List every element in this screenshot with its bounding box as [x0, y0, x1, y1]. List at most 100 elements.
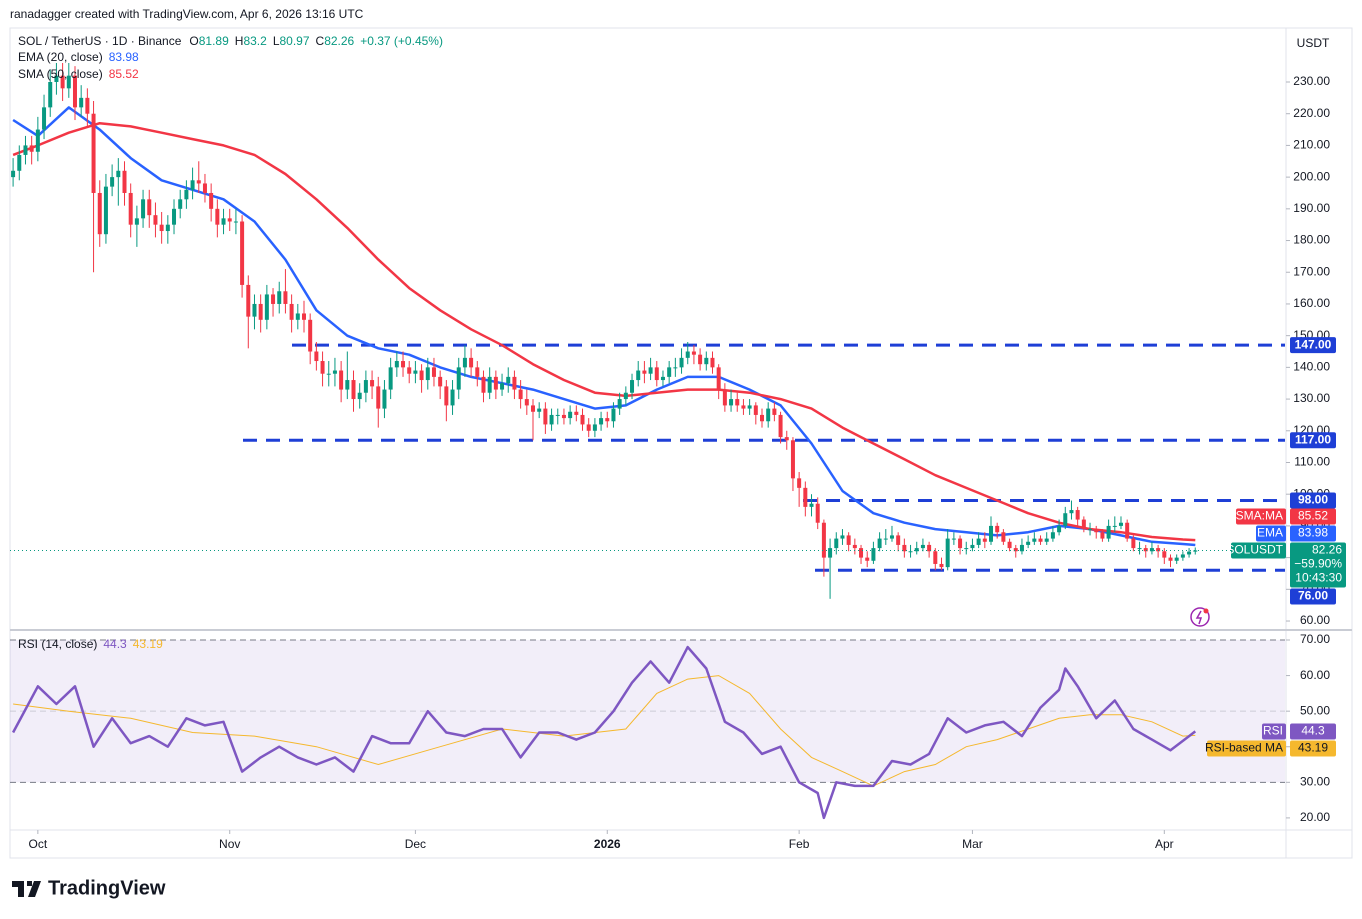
candle-body [11, 170, 16, 178]
y-tick-label: 110.00 [1294, 455, 1330, 469]
candle-body [246, 284, 251, 317]
legend-rsi: RSI (14, close) 44.3 43.19 [18, 637, 163, 651]
candle-body [753, 405, 758, 415]
candle-body [1187, 551, 1192, 555]
rsi-value-box [1290, 723, 1336, 740]
candle-body [258, 303, 263, 320]
symbol-label: SOLUSDT [1226, 543, 1283, 557]
candle-body [401, 361, 406, 368]
y-tick-label: 200.00 [1293, 169, 1330, 183]
candle-body [159, 224, 164, 232]
candle-body [332, 370, 337, 374]
candle-body [469, 357, 474, 368]
ma-name: SMA (50, close) [18, 67, 103, 81]
ohlc-label: H [235, 34, 244, 48]
rsi-ma-value: 43.19 [133, 637, 163, 651]
legend-ma: EMA (20, close) 83.98 [18, 50, 139, 64]
candle-body [518, 389, 523, 400]
frame [9, 27, 1353, 859]
candle-body [1069, 510, 1074, 514]
level-label-box [1290, 432, 1336, 449]
candle-body [797, 478, 802, 488]
candle-body [821, 522, 826, 558]
ma-value: 83.98 [109, 50, 139, 64]
ma-name-box [1236, 508, 1286, 525]
candle-body [215, 208, 220, 225]
candle-body [1063, 513, 1068, 526]
candle-body [79, 97, 84, 108]
candle-body [1112, 525, 1117, 527]
candle-body [642, 370, 647, 374]
candle-body [939, 563, 944, 568]
candle-body [1019, 544, 1024, 552]
candle-body [351, 380, 356, 400]
candle-body [425, 367, 430, 381]
candle-body [1131, 538, 1136, 549]
currency-label: USDT [1297, 36, 1330, 50]
candle-body [1026, 541, 1031, 545]
candle-body [141, 199, 146, 219]
logo-icon [12, 881, 41, 897]
candle-body [760, 414, 765, 422]
candle-body [475, 367, 480, 377]
candle-body [17, 154, 22, 171]
alert-icon [1190, 607, 1210, 627]
candle-body [586, 424, 591, 431]
candle-body [933, 551, 938, 564]
candle-body [1156, 548, 1161, 552]
rsi-ma-line [13, 675, 1196, 787]
rsi-y-tick-label: 50.00 [1300, 703, 1330, 717]
price-box [1290, 542, 1346, 588]
candle-body [308, 319, 313, 352]
candle-body [209, 192, 214, 209]
candle-body [103, 186, 108, 235]
candle-body [1007, 541, 1012, 549]
level-label-box [1290, 588, 1336, 605]
candle-body [995, 525, 1000, 533]
candle-body [283, 291, 288, 304]
level-label-box [1290, 337, 1336, 354]
candle-body [902, 544, 907, 552]
candle-body [530, 405, 535, 412]
level-label: 76.00 [1298, 589, 1328, 603]
candle-body [958, 538, 963, 549]
candle-body [524, 399, 529, 406]
candle-body [147, 199, 152, 216]
rsi-name-box [1262, 723, 1286, 740]
candle-body [630, 380, 635, 393]
candle-body [122, 170, 127, 193]
brand-name: TradingView [48, 877, 166, 899]
candle-body [481, 376, 486, 393]
candle-body [240, 221, 245, 285]
candle-body [376, 386, 381, 409]
candle-body [908, 551, 913, 553]
y-tick-label: 220.00 [1293, 106, 1330, 120]
level-label: 147.00 [1295, 337, 1332, 351]
candle-body [654, 367, 659, 381]
x-tick-label: Nov [219, 837, 240, 851]
alert-dot [1203, 608, 1209, 614]
candle-body [691, 351, 696, 355]
candle-body [134, 218, 139, 225]
candle-body [883, 538, 888, 540]
candle-body [1162, 551, 1167, 558]
candle-body [920, 544, 925, 549]
candle-body [500, 383, 505, 390]
legend-ma: SMA (50, close) 85.52 [18, 67, 139, 81]
candle-body [735, 399, 740, 406]
ma-line [12, 121, 1196, 542]
candle-body [989, 525, 994, 542]
candle-body [227, 218, 232, 222]
rsi-name-label: RSI [1263, 724, 1283, 738]
attribution: ranadagger created with TradingView.com,… [10, 7, 364, 21]
candle-body [456, 367, 461, 390]
candle-body [153, 215, 158, 225]
candle-body [438, 376, 443, 387]
candle-body [716, 367, 721, 390]
legend-ohlc: SOL / TetherUS · 1D · Binance O81.89 H83.2… [18, 34, 443, 48]
candle-body [462, 357, 467, 368]
candle-body [561, 414, 566, 419]
candle-body [549, 414, 554, 425]
candle-body [648, 367, 653, 374]
candle-body [599, 418, 604, 425]
